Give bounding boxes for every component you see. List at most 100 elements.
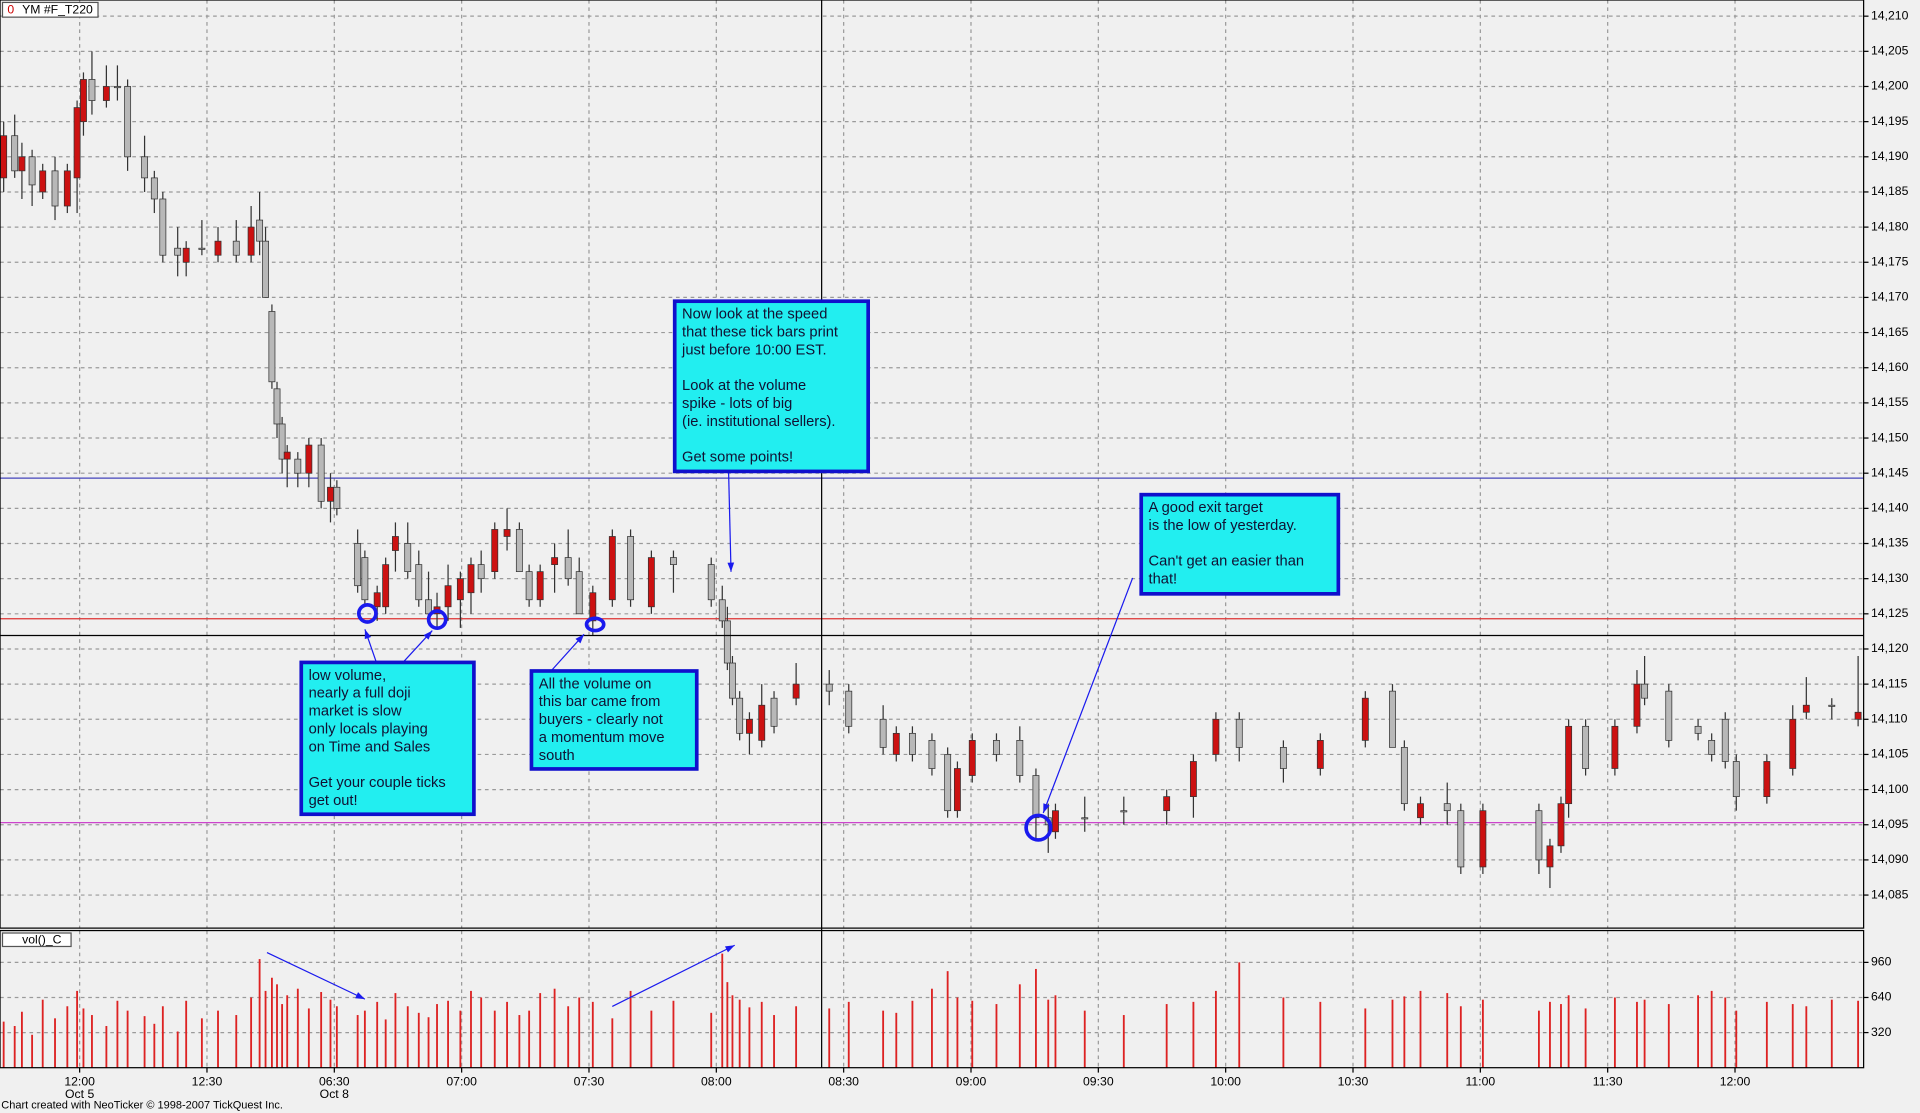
volume-bar [105,1026,108,1068]
candle-body [159,198,167,256]
volume-bar [1765,1001,1768,1068]
volume-bar [1238,962,1241,1068]
volume-bar [721,953,724,1068]
candle-body [1582,725,1590,769]
annotation-text: on Time and Sales [309,739,431,755]
volume-bar [258,959,261,1068]
arrow-head [364,629,372,640]
candle-body [845,690,853,727]
volume-bar [931,988,933,1068]
candle-body [670,557,677,565]
x-tick-label: 08:30 [828,1075,859,1089]
candle-body [1443,803,1451,812]
candle-body [317,444,325,502]
y-tick-label: 14,210 [1871,8,1909,22]
candle-body [88,79,96,101]
y-tick-label: 14,110 [1871,712,1908,726]
annotation-text: market is slow [309,704,402,720]
candle-body [1016,740,1024,776]
y-tick-label: 960 [1871,955,1892,969]
candle-body [262,240,269,298]
candle-body [1828,704,1836,707]
candle-body [467,564,475,594]
volume-bar [217,1010,219,1068]
volume-bar [31,1034,34,1068]
candle-body [770,697,778,727]
volume-bar [578,997,581,1068]
volume-bar [427,1017,430,1068]
x-tick-label: 11:30 [1593,1075,1623,1089]
candle-body [968,740,976,776]
volume-bar [13,1026,16,1068]
arrow-line [611,944,735,1008]
candle-body [1546,845,1554,868]
volume-bar [738,999,741,1068]
x-tick-label: 12:30 [192,1075,223,1089]
date-label: Oct 8 [320,1087,349,1101]
volume-bar [1560,1004,1562,1068]
candle-body [1361,697,1369,741]
volume-bar [1282,997,1285,1068]
volume-bar [296,988,299,1068]
annotation-text: is the low of yesterday. [1149,518,1297,534]
x-tick-label: 07:30 [574,1075,605,1089]
candle-body [63,170,71,207]
volume-bar [882,1010,885,1068]
candle-body [327,486,334,502]
candle-body [198,247,206,250]
volume-bar [971,1000,974,1068]
symbol-title: YM #F_T220 [22,3,93,17]
candle-body [1032,775,1040,819]
y-tick-label: 14,175 [1871,254,1909,268]
volume-bar [1567,995,1570,1068]
symbol-index: 0 [7,3,14,17]
candle-body [1789,718,1797,769]
volume-bar [91,1015,93,1068]
volume-bar [143,1016,146,1068]
y-tick-label: 14,090 [1871,852,1909,866]
annotation-text: only locals playing [309,721,428,737]
volume-bar [1584,1008,1587,1068]
volume-bar [2,1021,5,1068]
volume-bar [1643,999,1646,1068]
annotation-box [299,660,476,817]
candle-body [564,557,572,580]
candle-body [589,592,597,622]
candle-body [746,718,753,734]
volume-bar [200,1018,203,1068]
candle-body [491,529,499,573]
candle-body [182,247,190,263]
volume-bar [286,995,289,1068]
volume-bar [1122,1015,1125,1068]
candle-body [1557,803,1565,847]
x-tick-label: 11:00 [1465,1075,1495,1089]
x-tick-label: 09:30 [1083,1075,1114,1089]
volume-label-box [1,932,72,948]
candle-body [825,683,833,692]
candle-body [525,571,533,601]
y-tick-label: 14,105 [1871,747,1909,761]
volume-bar [760,1001,763,1068]
candle-body [382,564,390,608]
candle-body [141,156,149,179]
candle-body [1802,704,1810,713]
marks-layer [0,51,1862,1068]
volume-bar [153,1023,156,1068]
annotation-text: Now look at the speed [682,307,827,323]
volume-bar [270,977,273,1068]
y-tick-label: 320 [1871,1025,1892,1039]
candle-body [536,571,544,601]
candle-body [444,585,452,608]
x-tick-label: 08:00 [701,1075,732,1089]
volume-bar [176,1031,179,1068]
candle-body [1457,810,1465,868]
candle-body [1732,761,1740,797]
candle-body [736,697,744,734]
volume-bar [1018,984,1021,1068]
volume-bar [1364,1008,1367,1068]
volume-bar [470,990,472,1068]
annotation-text: nearly a full doji [309,686,411,702]
annotation-text: A good exit target [1149,500,1263,516]
arrow-line [266,952,366,1000]
